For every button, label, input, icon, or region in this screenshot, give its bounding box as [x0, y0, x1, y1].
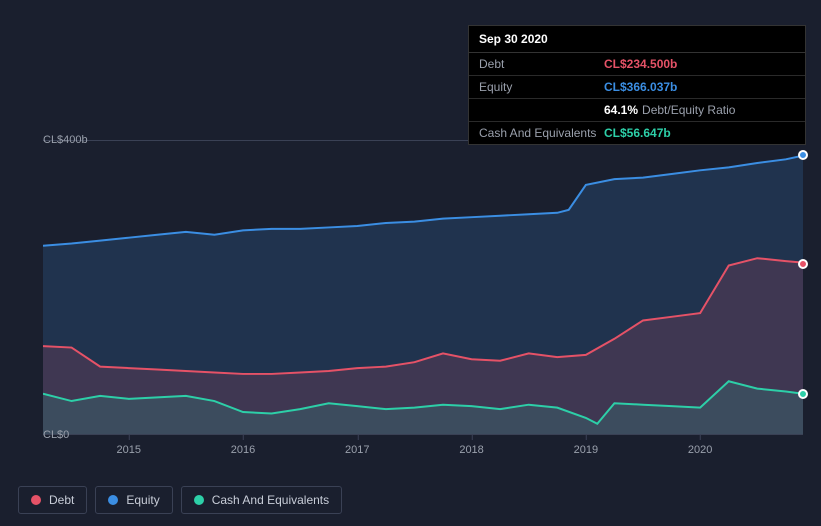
tooltip-label: Cash And Equivalents [479, 126, 604, 140]
x-axis-label: 2016 [231, 444, 255, 456]
end-marker-cash-and-equivalents [798, 389, 808, 399]
tooltip-row: DebtCL$234.500b [469, 53, 805, 76]
legend-item-debt[interactable]: Debt [18, 486, 87, 514]
tooltip-row: 64.1%Debt/Equity Ratio [469, 99, 805, 122]
x-axis-label: 2018 [459, 444, 483, 456]
x-axis-label: 2015 [116, 444, 140, 456]
tooltip-value: CL$366.037b [604, 80, 677, 94]
x-axis: 2015 2016 2017 2018 2019 2020 [43, 440, 803, 460]
legend: Debt Equity Cash And Equivalents [18, 486, 342, 514]
legend-item-cash-and-equivalents[interactable]: Cash And Equivalents [181, 486, 342, 514]
legend-dot-icon [108, 495, 118, 505]
tooltip-label: Debt [479, 57, 604, 71]
x-axis-label: 2017 [345, 444, 369, 456]
tooltip-date: Sep 30 2020 [469, 26, 805, 53]
tooltip-label [479, 103, 604, 117]
end-marker-equity [798, 150, 808, 160]
legend-label: Equity [126, 493, 159, 507]
tooltip-suffix: Debt/Equity Ratio [642, 103, 735, 117]
legend-item-equity[interactable]: Equity [95, 486, 172, 514]
tooltip-label: Equity [479, 80, 604, 94]
legend-label: Debt [49, 493, 74, 507]
legend-dot-icon [31, 495, 41, 505]
tooltip-box: Sep 30 2020 DebtCL$234.500bEquityCL$366.… [468, 25, 806, 145]
x-axis-label: 2020 [688, 444, 712, 456]
end-marker-debt [798, 259, 808, 269]
chart-area: CL$400bCL$0 201520162017201820192020 [18, 120, 803, 460]
x-axis-label: 2019 [574, 444, 598, 456]
tooltip-value: 64.1%Debt/Equity Ratio [604, 103, 735, 117]
tooltip-value: CL$56.647b [604, 126, 671, 140]
y-axis-label: CL$400b [43, 134, 103, 146]
plot-area[interactable] [43, 140, 803, 435]
legend-dot-icon [194, 495, 204, 505]
tooltip-value: CL$234.500b [604, 57, 677, 71]
tooltip-row: Cash And EquivalentsCL$56.647b [469, 122, 805, 144]
legend-label: Cash And Equivalents [212, 493, 329, 507]
tooltip-row: EquityCL$366.037b [469, 76, 805, 99]
